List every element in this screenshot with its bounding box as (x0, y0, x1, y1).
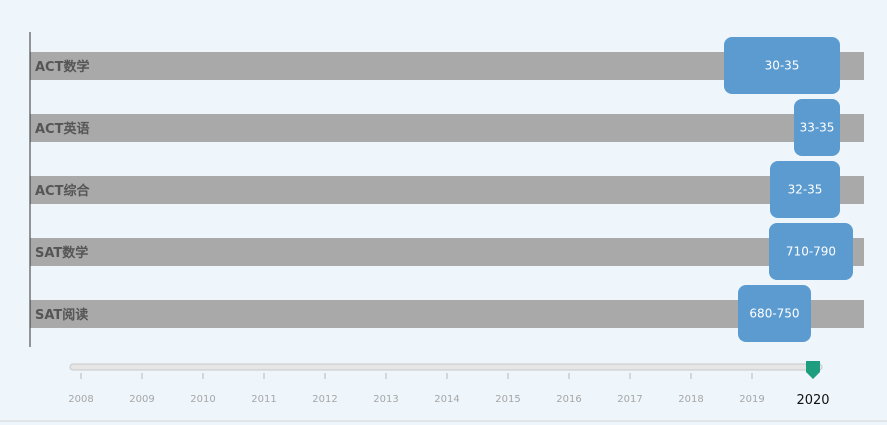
timeline-slider[interactable]: 2008 2009 2010 2011 2012 2013 2014 2015 2016 2017… (68, 361, 830, 408)
range-label-box (770, 161, 840, 218)
timeline-year-label[interactable]: 2008 (68, 394, 93, 405)
timeline-year-label[interactable]: 2015 (495, 394, 520, 405)
timeline-year-label[interactable]: 2018 (678, 394, 703, 405)
bar-4 (30, 238, 864, 266)
timeline-track[interactable] (69, 363, 823, 371)
current-year-label: 2020 (796, 393, 829, 408)
bar-3 (30, 176, 864, 204)
range-data-label: 30-35 (765, 59, 800, 73)
range-data-label: 32-35 (788, 183, 823, 197)
range-label-box (724, 37, 840, 94)
timeline-year-label[interactable]: 2016 (556, 394, 581, 405)
range-data-label: 710-790 (786, 245, 836, 259)
range-label-box (769, 223, 853, 280)
timeline-year-label[interactable]: 2009 (129, 394, 154, 405)
timeline-year-label[interactable]: 2013 (373, 394, 398, 405)
range-label-box (738, 285, 811, 342)
category-label: ACT数学 (35, 59, 89, 75)
range-label-box (794, 99, 840, 156)
bar-5 (30, 300, 864, 328)
category-label: ACT英语 (35, 121, 89, 137)
range-data-label: 680-750 (749, 307, 799, 321)
timeline-handle-icon[interactable] (806, 361, 820, 379)
timeline-year-label[interactable]: 2010 (190, 394, 215, 405)
timeline-year-label[interactable]: 2014 (434, 394, 459, 405)
timeline-year-label[interactable]: 2012 (312, 394, 337, 405)
timeline-year-label[interactable]: 2011 (251, 394, 276, 405)
timeline-year-label[interactable]: 2017 (617, 394, 642, 405)
category-label: ACT综合 (35, 183, 90, 199)
category-label: SAT阅读 (35, 307, 88, 323)
bar-2 (30, 114, 864, 142)
category-label: SAT数学 (35, 245, 88, 261)
timeline-year-label[interactable]: 2019 (739, 394, 764, 405)
range-data-label: 33-35 (800, 121, 835, 135)
bars-layer: ACT数学 30-35 ACT英语 33-35 ACT综合 32-35 SAT数学 710-7… (30, 37, 864, 342)
